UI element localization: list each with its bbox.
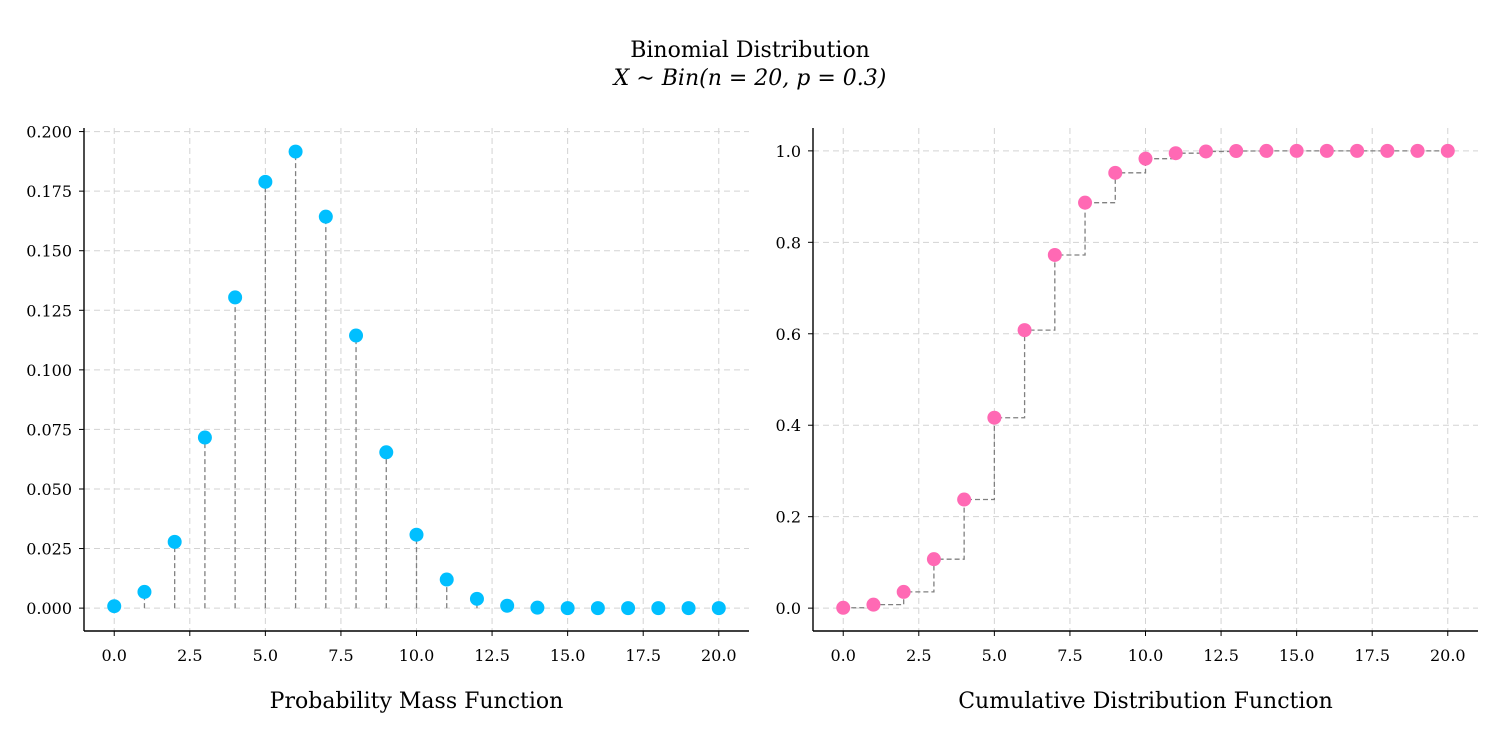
- pmf-x-tick-label: 10.0: [399, 646, 435, 665]
- pmf-point: [560, 601, 575, 616]
- pmf-point: [288, 144, 303, 159]
- pmf-point: [651, 601, 666, 616]
- pmf-point: [107, 599, 122, 614]
- pmf-point: [439, 572, 454, 587]
- figure-title: Binomial Distribution: [630, 38, 870, 63]
- pmf-x-axis-label: Probability Mass Function: [270, 689, 564, 714]
- pmf-y-tick-label: 0.025: [26, 540, 72, 559]
- pmf-x-tick-label: 20.0: [701, 646, 737, 665]
- pmf-point: [530, 600, 545, 615]
- pmf-point: [318, 209, 333, 224]
- pmf-point: [590, 601, 605, 616]
- pmf-x-tick-label: 2.5: [177, 646, 202, 665]
- pmf-point: [681, 601, 696, 616]
- pmf-point: [258, 174, 273, 189]
- pmf-point: [500, 598, 515, 613]
- pmf-y-tick-label: 0.150: [26, 242, 72, 261]
- pmf-y-tick-label: 0.050: [26, 480, 72, 499]
- pmf-x-tick-label: 5.0: [253, 646, 278, 665]
- pmf-point: [349, 328, 364, 343]
- pmf-point: [379, 445, 394, 460]
- pmf-x-tick-label: 17.5: [625, 646, 661, 665]
- pmf-y-tick-label: 0.175: [26, 182, 72, 201]
- pmf-point: [469, 591, 484, 606]
- pmf-point: [167, 534, 182, 549]
- figure-subtitle: X ∼ Bin(n = 20, p = 0.3): [613, 66, 887, 91]
- pmf-y-tick-label: 0.125: [26, 301, 72, 320]
- pmf-y-tick-label: 0.200: [26, 123, 72, 142]
- pmf-x-tick-label: 7.5: [328, 646, 353, 665]
- pmf-point: [621, 601, 636, 616]
- pmf-point: [409, 527, 424, 542]
- pmf-point: [711, 601, 726, 616]
- pmf-y-tick-label: 0.100: [26, 361, 72, 380]
- pmf-x-tick-label: 12.5: [474, 646, 510, 665]
- pmf-point: [197, 430, 212, 445]
- pmf-y-tick-label: 0.000: [26, 599, 72, 618]
- pmf-x-tick-label: 0.0: [102, 646, 127, 665]
- pmf-x-tick-label: 15.0: [550, 646, 586, 665]
- pmf-point: [228, 290, 243, 305]
- pmf-point: [137, 584, 152, 599]
- pmf-y-tick-label: 0.075: [26, 420, 72, 439]
